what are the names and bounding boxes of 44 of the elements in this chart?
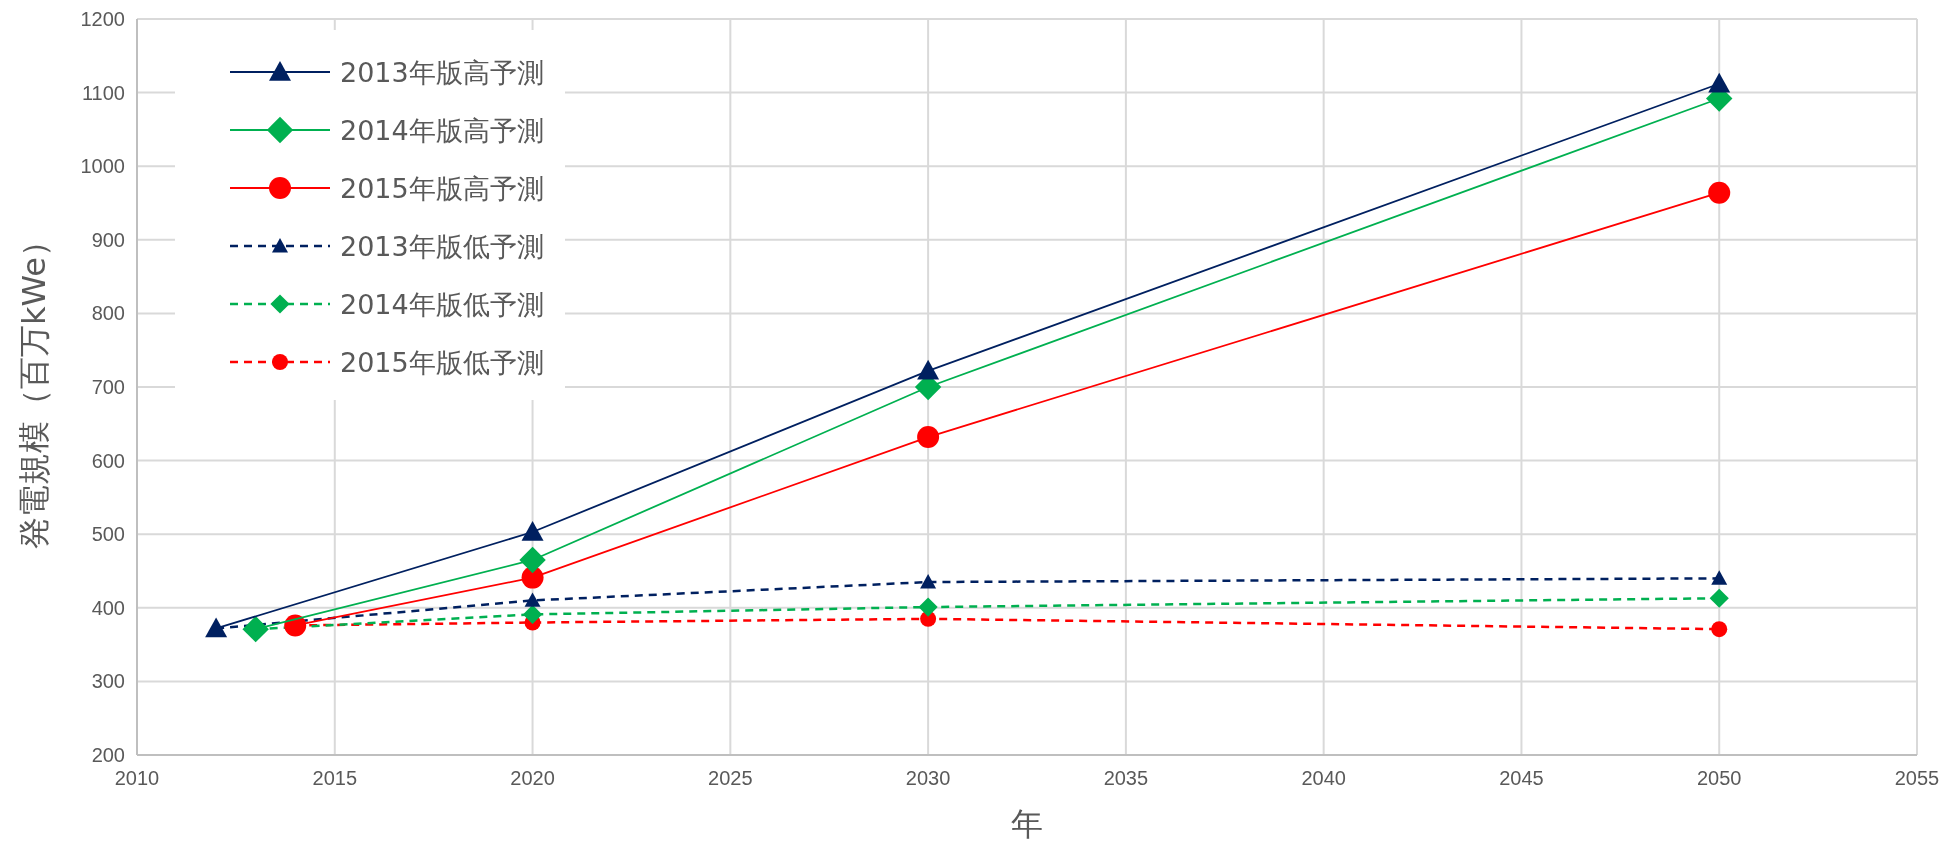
x-axis-title: 年 — [1011, 805, 1043, 843]
y-tick-label: 400 — [91, 596, 125, 619]
y-tick-label: 1200 — [80, 8, 125, 30]
point — [1711, 570, 1728, 585]
point — [522, 604, 543, 625]
y-tick-label: 500 — [91, 523, 125, 546]
x-tick-label: 2055 — [1894, 767, 1940, 789]
point — [524, 592, 541, 607]
point — [917, 426, 940, 449]
x-tick-label: 2050 — [1696, 767, 1742, 789]
point — [521, 520, 544, 541]
legend-label: 2015年版高予測 — [340, 173, 544, 204]
x-tick-label: 2015 — [312, 767, 358, 789]
legend-label: 2014年版高予測 — [340, 115, 544, 146]
y-tick-label: 1100 — [81, 81, 125, 104]
legend-label: 2015年版低予測 — [340, 347, 544, 378]
point — [1711, 621, 1728, 638]
x-tick-label: 2025 — [708, 767, 753, 789]
point — [519, 546, 546, 574]
y-tick-label: 300 — [91, 670, 125, 693]
point — [1709, 588, 1729, 608]
y-tick-label: 200 — [91, 744, 125, 766]
x-tick-label: 2045 — [1499, 767, 1544, 789]
x-tick-label: 2035 — [1103, 767, 1149, 789]
point — [521, 566, 544, 589]
x-tick-label: 2020 — [510, 767, 555, 789]
x-tick-label: 2030 — [905, 767, 951, 789]
legend-label: 2014年版低予測 — [340, 289, 544, 320]
y-tick-label: 700 — [91, 376, 125, 398]
y-tick-label: 600 — [91, 449, 125, 472]
point — [242, 615, 269, 643]
point — [920, 574, 937, 589]
legend-label: 2013年版低予測 — [340, 231, 544, 262]
y-axis-title: 発電規模（百万kWe） — [15, 225, 53, 549]
x-tick-label: 2040 — [1301, 767, 1346, 789]
y-tick-label: 800 — [91, 302, 125, 325]
legend-label: 2013年版高予測 — [340, 57, 544, 88]
y-tick-label: 900 — [91, 228, 125, 251]
point — [1708, 72, 1731, 93]
point — [917, 359, 940, 380]
point — [1708, 181, 1731, 204]
y-tick-label: 1000 — [80, 155, 125, 178]
point — [918, 597, 938, 617]
x-tick-label: 2010 — [114, 767, 160, 789]
